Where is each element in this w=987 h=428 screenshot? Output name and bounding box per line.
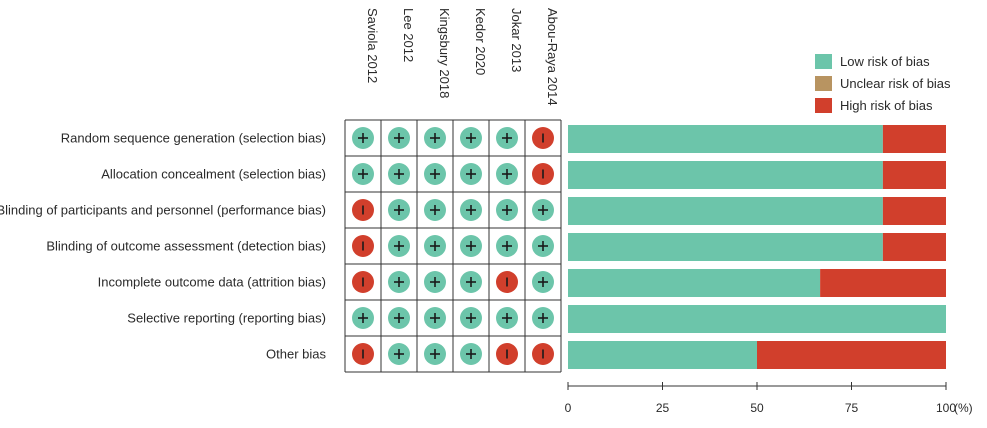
study-label: Jokar 2013	[509, 8, 524, 72]
domain-label: Blinding of participants and personnel (…	[0, 203, 326, 218]
judgement-low	[424, 199, 446, 221]
bar-segment	[882, 197, 946, 225]
judgement-high	[496, 271, 518, 293]
judgement-low	[424, 307, 446, 329]
judgement-high	[496, 343, 518, 365]
judgement-high	[352, 271, 374, 293]
judgement-high	[352, 199, 374, 221]
x-tick-label: 0	[565, 401, 572, 415]
domain-label: Incomplete outcome data (attrition bias)	[98, 275, 326, 290]
judgement-low	[460, 307, 482, 329]
legend-swatch	[815, 54, 832, 69]
judgement-low	[460, 163, 482, 185]
judgement-low	[424, 271, 446, 293]
judgement-low	[352, 127, 374, 149]
judgement-low	[388, 127, 410, 149]
study-label: Lee 2012	[401, 8, 416, 62]
judgement-high	[532, 127, 554, 149]
legend: Low risk of bias Unclear risk of bias High…	[815, 54, 951, 113]
judgement-low	[388, 307, 410, 329]
bar-segment	[882, 233, 946, 261]
judgement-low	[388, 199, 410, 221]
x-tick-label: 50	[750, 401, 764, 415]
legend-swatch	[815, 98, 832, 113]
judgement-high	[532, 163, 554, 185]
x-axis: 0 25 50 75 100(%)	[565, 382, 973, 415]
domain-labels: Random sequence generation (selection bi…	[0, 131, 326, 362]
bar-segment	[568, 197, 883, 225]
domain-label: Allocation concealment (selection bias)	[101, 167, 326, 182]
judgement-high	[352, 235, 374, 257]
judgement-low	[388, 271, 410, 293]
bar-segment	[568, 125, 883, 153]
judgement-low	[496, 307, 518, 329]
study-label: Abou-Raya 2014	[545, 8, 560, 106]
judgement-low	[388, 235, 410, 257]
study-label: Saviola 2012	[365, 8, 380, 83]
bar-segment	[568, 269, 821, 297]
judgement-low	[532, 199, 554, 221]
x-tick-label: 75	[845, 401, 859, 415]
judgement-low	[496, 235, 518, 257]
x-tick-label: 25	[656, 401, 670, 415]
summary-bars	[568, 125, 946, 369]
legend-swatch	[815, 76, 832, 91]
bar-segment	[882, 125, 946, 153]
domain-label: Other bias	[266, 347, 326, 362]
judgement-low	[460, 235, 482, 257]
bar-segment	[757, 341, 946, 369]
judgement-low	[424, 343, 446, 365]
judgement-low	[388, 163, 410, 185]
x-unit-label: (%)	[954, 401, 973, 415]
judgement-low	[424, 163, 446, 185]
judgement-low	[352, 307, 374, 329]
judgement-low	[532, 271, 554, 293]
judgement-low	[352, 163, 374, 185]
judgement-low	[388, 343, 410, 365]
study-labels: Saviola 2012 Lee 2012 Kingsbury 2018 Kedor …	[365, 8, 560, 106]
judgement-low	[496, 163, 518, 185]
judgement-high	[532, 343, 554, 365]
study-label: Kingsbury 2018	[437, 8, 452, 98]
legend-label: Low risk of bias	[840, 54, 930, 69]
judgement-low	[496, 127, 518, 149]
judgement-high	[352, 343, 374, 365]
summary-grid	[344, 119, 562, 373]
domain-label: Blinding of outcome assessment (detectio…	[46, 239, 326, 254]
judgement-low	[460, 127, 482, 149]
bar-segment	[568, 305, 946, 333]
judgement-low	[424, 127, 446, 149]
judgement-low	[460, 343, 482, 365]
domain-label: Random sequence generation (selection bi…	[61, 131, 326, 146]
bar-segment	[568, 161, 883, 189]
legend-label: Unclear risk of bias	[840, 76, 951, 91]
judgement-low	[460, 199, 482, 221]
legend-label: High risk of bias	[840, 98, 933, 113]
bar-segment	[820, 269, 946, 297]
bar-segment	[568, 341, 757, 369]
judgement-low	[532, 307, 554, 329]
bar-segment	[882, 161, 946, 189]
x-tick-label: 100	[936, 401, 956, 415]
domain-label: Selective reporting (reporting bias)	[127, 311, 326, 326]
study-label: Kedor 2020	[473, 8, 488, 75]
judgement-low	[532, 235, 554, 257]
judgement-low	[424, 235, 446, 257]
judgement-low	[496, 199, 518, 221]
bar-segment	[568, 233, 883, 261]
judgement-low	[460, 271, 482, 293]
